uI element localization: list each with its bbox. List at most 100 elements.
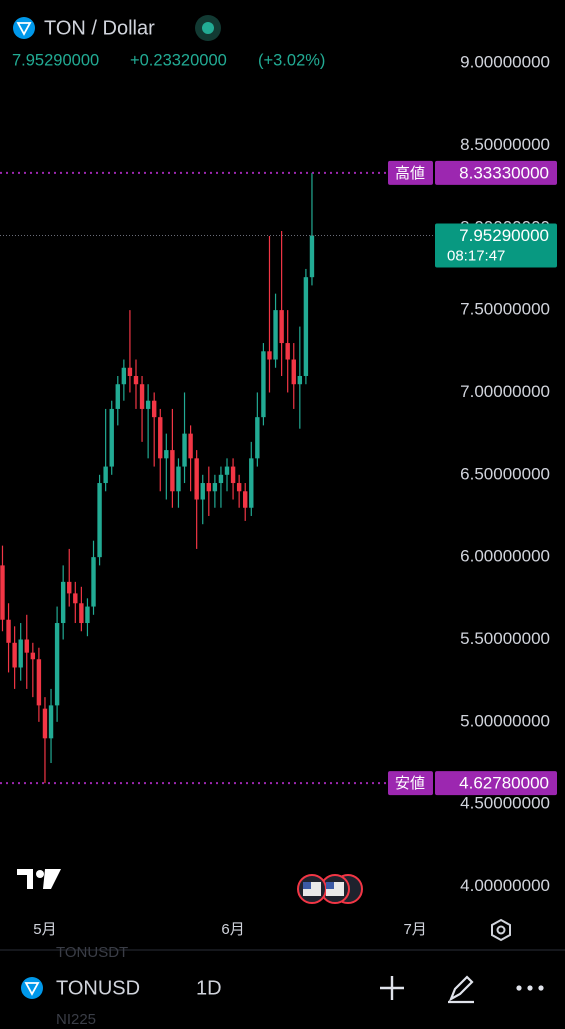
x-tick-label: 6月 <box>221 921 244 938</box>
y-tick-label: 5.00000000 <box>460 711 550 730</box>
ghost-symbol: TONUSDT <box>56 944 128 961</box>
ghost-symbol: NI225 <box>56 1011 96 1024</box>
candle <box>273 293 278 368</box>
symbol-title: TON / Dollar <box>44 17 155 39</box>
event-flags[interactable] <box>297 874 363 904</box>
x-tick-label: 7月 <box>403 921 426 938</box>
candle <box>285 310 290 393</box>
candle-body <box>85 606 90 624</box>
level-name: 安値 <box>395 775 425 792</box>
candle-body <box>145 400 151 409</box>
market-status-dot <box>202 22 214 34</box>
candle <box>279 231 284 376</box>
overlay: 高値 8.33330000 安値 4.62780000 7.95290000 08:17:… <box>0 160 557 796</box>
candle <box>267 236 272 393</box>
candle-body <box>48 705 54 739</box>
candle <box>249 441 254 516</box>
candle-body <box>236 483 242 492</box>
candle <box>54 606 60 722</box>
candle-body <box>297 375 303 385</box>
candle <box>297 326 303 429</box>
candle <box>309 172 315 286</box>
candle-body <box>151 400 157 418</box>
toolbar-interval[interactable]: 1D <box>196 977 222 999</box>
candle-body <box>206 483 212 492</box>
candle-body <box>309 235 315 278</box>
level-value-box <box>435 160 557 185</box>
header-change: +0.23320000 <box>130 51 227 69</box>
candle-body <box>267 351 272 360</box>
candle <box>176 458 181 508</box>
candle <box>236 474 242 508</box>
candle-body <box>97 483 102 558</box>
candle <box>303 268 309 385</box>
plot: 4.00000000 4.50000000 5.00000000 5.50000000… <box>0 53 556 945</box>
candle-body <box>54 623 60 706</box>
candle-body <box>200 483 205 500</box>
candle <box>243 483 248 521</box>
candle <box>0 545 5 632</box>
settings-button[interactable] <box>491 918 511 942</box>
more-button[interactable] <box>516 985 544 991</box>
y-tick-label: 7.50000000 <box>460 300 550 319</box>
candle <box>261 343 266 426</box>
candle <box>60 565 66 640</box>
candle <box>85 598 90 637</box>
header-price: 7.95290000 <box>12 51 99 69</box>
toolbar-ton-glyph <box>24 982 40 996</box>
candle-body <box>36 659 42 706</box>
candle <box>291 343 296 409</box>
candle-body <box>103 466 108 484</box>
candle-body <box>139 384 145 409</box>
candle-body <box>164 450 169 459</box>
candle <box>121 359 127 401</box>
candle-body <box>18 639 23 668</box>
last-price-box <box>435 223 557 268</box>
candle <box>182 392 187 484</box>
candle-body <box>121 367 127 385</box>
y-tick-label: 6.50000000 <box>460 464 550 483</box>
candle <box>127 310 133 393</box>
candle-body <box>24 639 29 653</box>
candle <box>200 474 205 525</box>
candle-body <box>230 466 236 484</box>
candle-body <box>158 417 163 459</box>
candle-body <box>249 458 254 508</box>
candle <box>133 359 139 409</box>
header-change-pct: (+3.02%) <box>258 51 325 69</box>
candle-body <box>273 310 278 360</box>
draw-button[interactable] <box>448 975 474 1004</box>
candle <box>12 626 17 689</box>
candle <box>18 623 23 681</box>
candle <box>224 458 230 492</box>
candle-body <box>291 359 296 385</box>
last-price-value: 7.95290000 <box>459 226 549 245</box>
toolbar-symbol[interactable]: TONUSD <box>56 977 140 999</box>
candle <box>73 581 78 624</box>
candle <box>158 408 163 492</box>
candle <box>67 548 72 607</box>
candle-body <box>127 367 133 376</box>
candle <box>188 425 193 492</box>
candle-body <box>12 642 17 668</box>
candle-body <box>109 408 114 467</box>
candle-body <box>194 458 199 500</box>
candle-body <box>0 565 5 620</box>
level-name-box <box>388 771 433 796</box>
candle <box>164 433 169 500</box>
add-button[interactable] <box>380 976 404 1000</box>
candle <box>79 586 84 632</box>
candle <box>48 688 54 764</box>
candle-body <box>212 483 218 492</box>
candle <box>30 642 36 698</box>
candle <box>6 603 11 673</box>
candle <box>91 540 96 615</box>
candle-body <box>176 466 181 492</box>
candle <box>151 392 157 467</box>
y-tick-label: 6.00000000 <box>460 547 550 566</box>
level-value: 8.33330000 <box>459 163 549 182</box>
candle <box>206 466 212 516</box>
candle <box>212 474 218 508</box>
candle-body <box>261 351 266 418</box>
